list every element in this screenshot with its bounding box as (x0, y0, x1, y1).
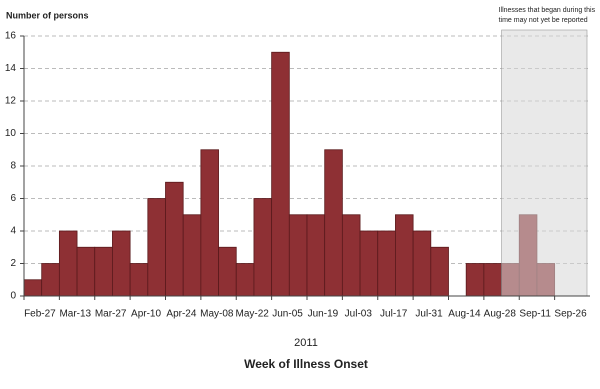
bar (23, 279, 43, 297)
bar (483, 263, 502, 297)
x-tick-label: Jul-31 (415, 309, 443, 320)
y-tick-label: 12 (5, 96, 17, 107)
x-axis-label: Week of Illness Onset (244, 357, 368, 371)
x-tick-label: May-08 (200, 309, 234, 320)
bar (129, 263, 149, 297)
bar (200, 149, 219, 297)
x-tick-label: Sep-11 (519, 309, 551, 320)
bar (324, 149, 343, 297)
x-tick-label: Mar-27 (95, 309, 127, 320)
x-tick-label: Feb-27 (24, 309, 56, 320)
x-tick-label: Jul-03 (345, 309, 373, 320)
x-tick-label: Apr-10 (131, 309, 161, 320)
y-tick-label: 4 (10, 226, 16, 237)
x-tick-label: Apr-24 (166, 309, 196, 320)
x-tick-label: Aug-14 (448, 309, 481, 320)
x-tick-label: Sep-26 (554, 309, 587, 320)
bar (112, 230, 131, 297)
bar (147, 198, 166, 297)
x-tick-label: Jul-17 (380, 309, 408, 320)
y-tick-label: 2 (10, 258, 16, 269)
bar (218, 246, 237, 297)
bar (76, 246, 96, 297)
bar (235, 263, 255, 297)
bar (465, 263, 485, 297)
bar (306, 214, 326, 297)
y-tick-label: 14 (5, 63, 17, 74)
bar (182, 214, 202, 297)
bar (41, 263, 60, 297)
bar (430, 246, 449, 297)
shaded-region (501, 29, 588, 297)
bar (288, 214, 308, 297)
bar (395, 214, 414, 297)
bar (377, 230, 396, 297)
bar (271, 51, 290, 297)
bar (359, 230, 379, 297)
annotation: Illnesses that began during this (499, 7, 596, 14)
bar (58, 230, 78, 297)
y-tick-label: 8 (10, 161, 16, 172)
y-axis-label: Number of persons (6, 10, 89, 20)
x-tick-label: May-22 (235, 309, 269, 320)
y-tick-label: 0 (10, 291, 16, 302)
annotation: time may not yet be reported (499, 17, 588, 24)
x-tick-label: Mar-13 (59, 309, 91, 320)
y-tick-label: 16 (5, 31, 17, 42)
x-tick-label: Jun-05 (272, 309, 303, 320)
x-tick-label: Jun-19 (308, 309, 339, 320)
bar (94, 246, 113, 297)
year-label: 2011 (294, 337, 318, 349)
bar (165, 181, 184, 297)
x-tick-label: Aug-28 (484, 309, 517, 320)
y-tick-label: 10 (5, 128, 17, 139)
bar (341, 214, 361, 297)
y-tick-label: 6 (10, 193, 16, 204)
bar (412, 230, 432, 297)
bar (253, 198, 273, 297)
